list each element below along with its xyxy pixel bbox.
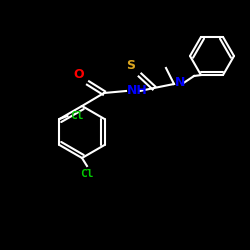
Text: Cl: Cl <box>70 111 84 121</box>
Text: S: S <box>126 59 135 72</box>
Text: NH: NH <box>127 84 148 96</box>
Text: Cl: Cl <box>80 169 94 179</box>
Text: O: O <box>74 68 84 81</box>
Text: N: N <box>175 76 186 90</box>
